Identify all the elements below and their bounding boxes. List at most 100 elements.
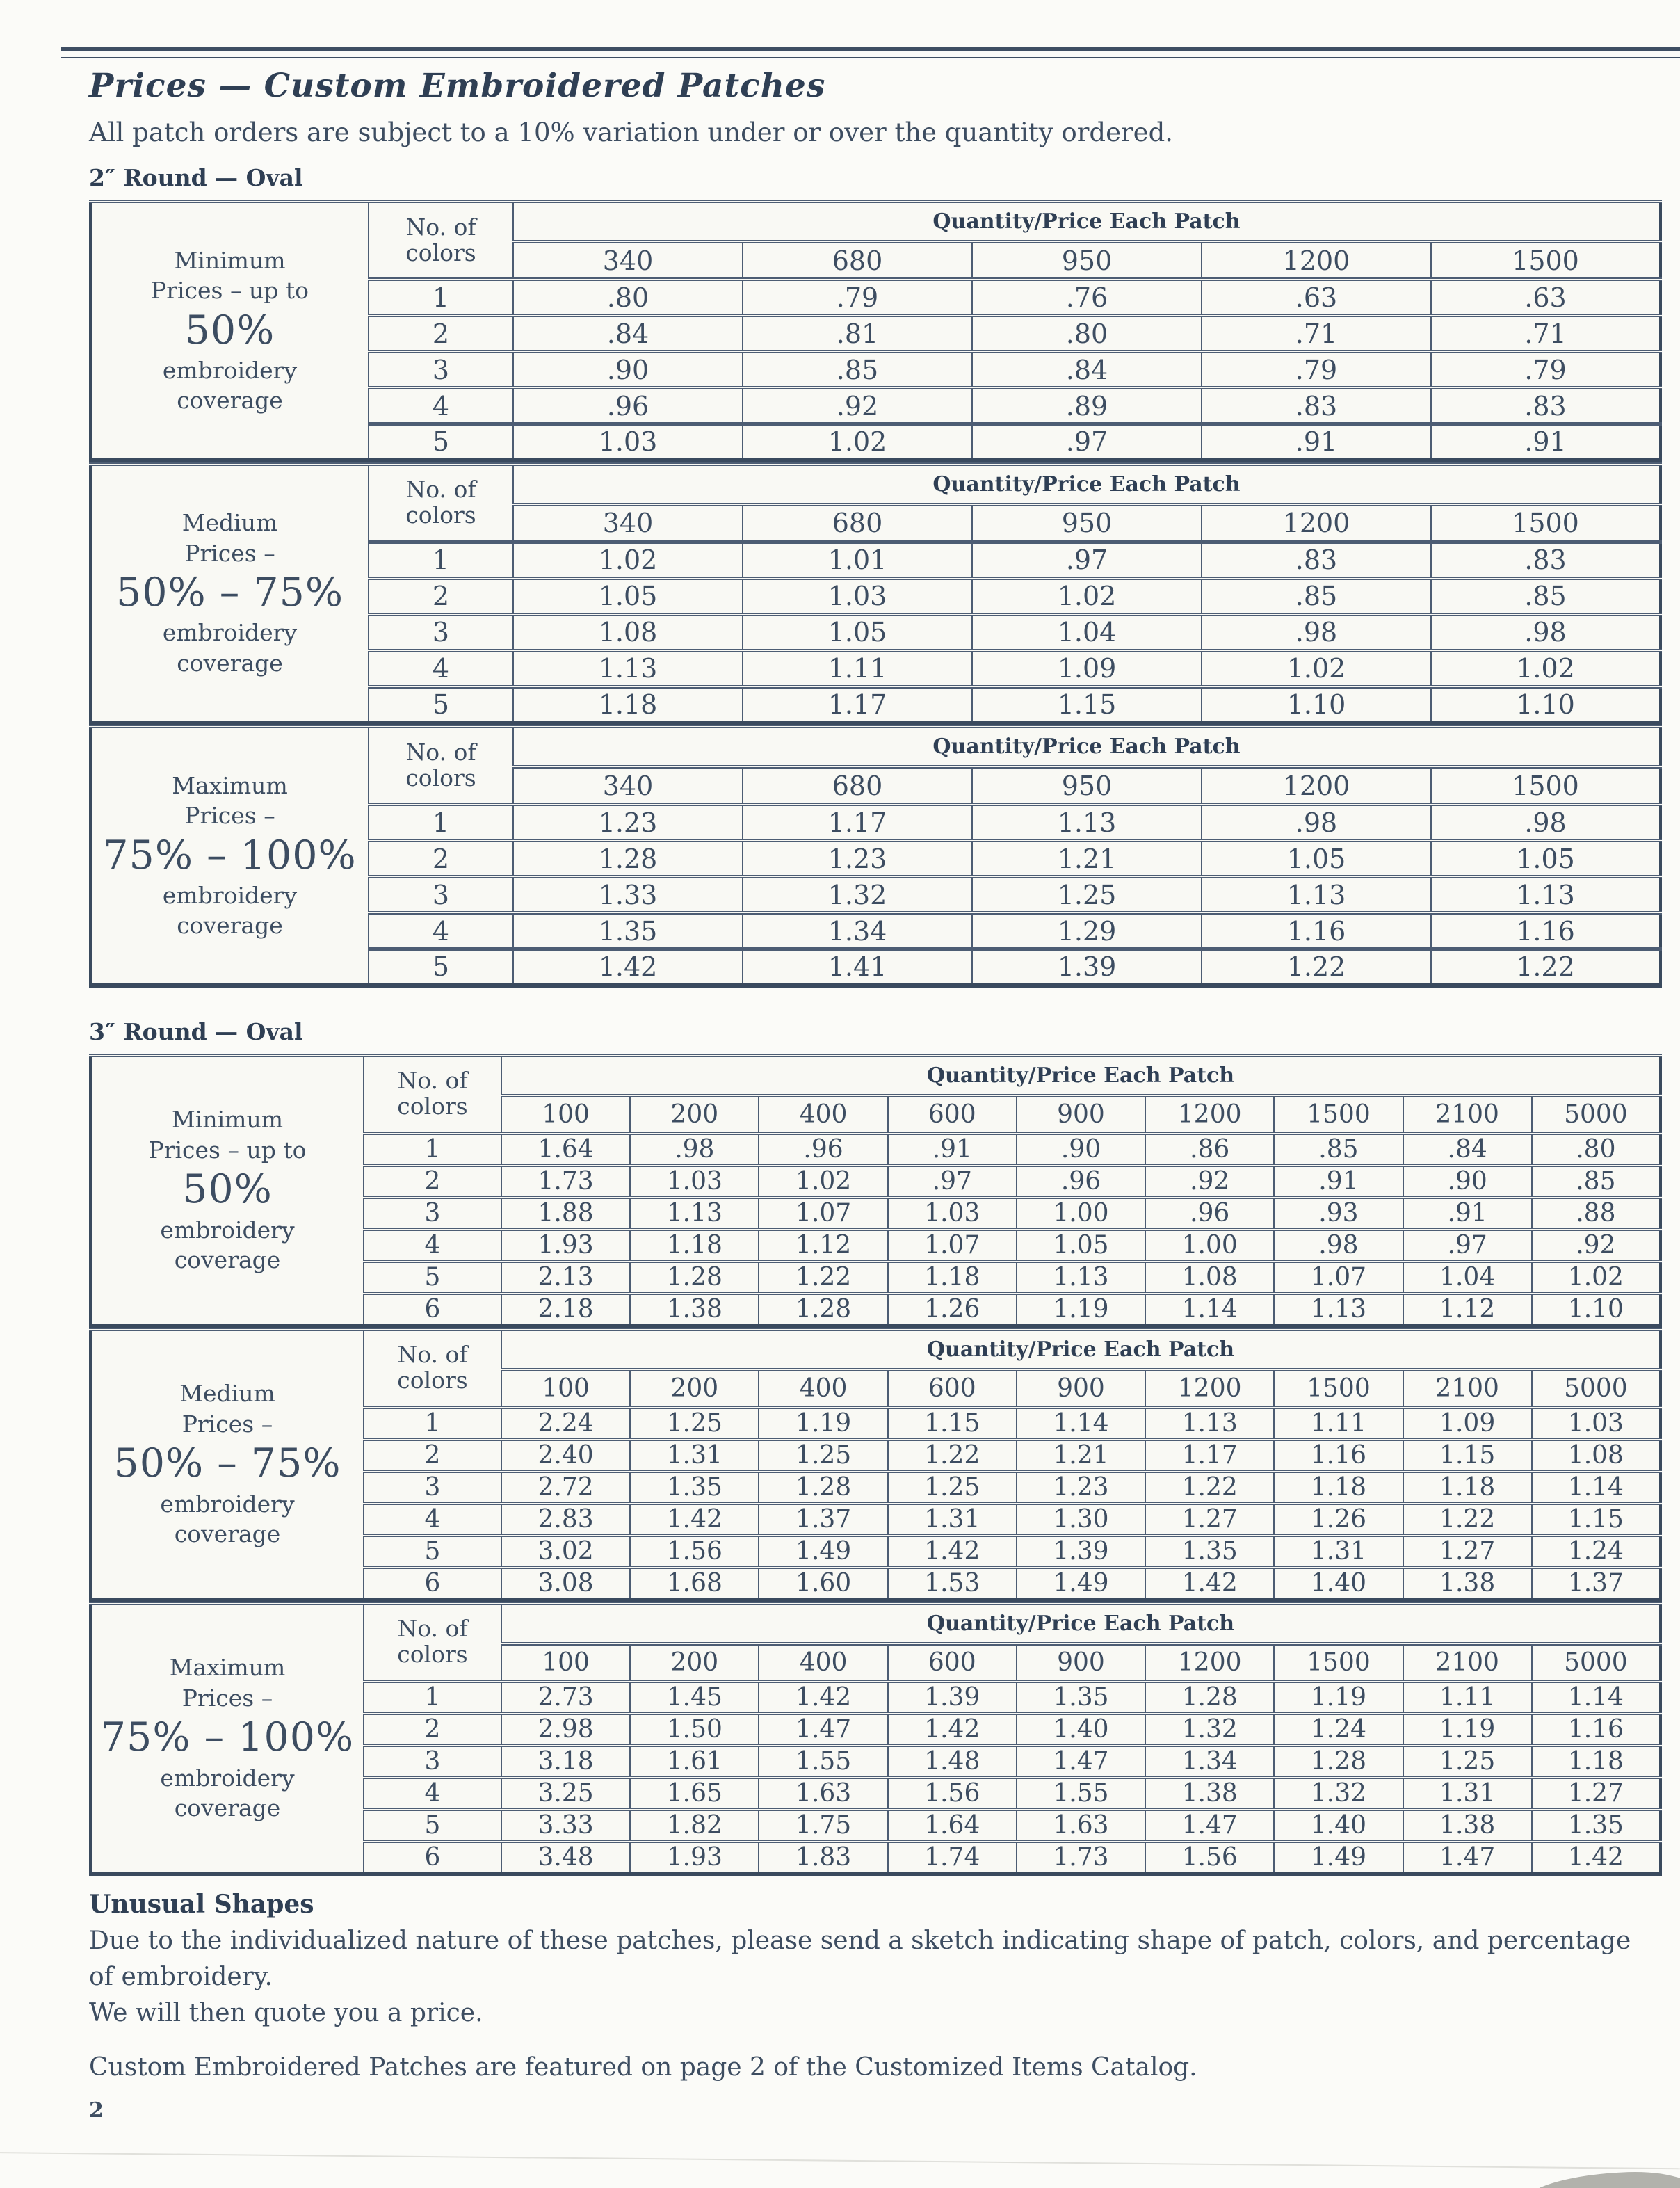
quantity-header-cell: 5000 <box>1530 1367 1662 1409</box>
quantity-header-row: 340 680 950 1200 1500 <box>90 502 1661 544</box>
price-cell: 1.07 <box>1273 1259 1404 1295</box>
coverage-label-line: coverage <box>174 1246 281 1274</box>
price-cell: 1.02 <box>742 422 973 462</box>
price-cell: 1.40 <box>1273 1565 1404 1601</box>
price-cell: 1.07 <box>758 1195 889 1231</box>
colors-count-cell: 3 <box>368 350 514 389</box>
catalog-note: Custom Embroidered Patches are featured … <box>89 2053 1197 2082</box>
price-cell: .97 <box>887 1163 1017 1199</box>
coverage-label-line: embroidery <box>160 1216 295 1244</box>
price-row: 4.96.92.89.83.83 <box>90 386 1661 426</box>
price-cell: 1.31 <box>1402 1775 1533 1811</box>
price-cell: 1.25 <box>758 1437 889 1473</box>
price-cell: 1.11 <box>1402 1679 1533 1715</box>
price-cell: 1.12 <box>758 1227 889 1263</box>
price-cell: 1.10 <box>1201 684 1432 725</box>
colors-column-header: No. of colors <box>368 725 514 806</box>
price-cell: .90 <box>1402 1163 1533 1199</box>
price-cell: .63 <box>1430 277 1661 317</box>
quantity-header-cell: 900 <box>1015 1641 1147 1683</box>
page-subtitle: All patch orders are subject to a 10% va… <box>89 118 1174 147</box>
quantity-header-cell: 600 <box>887 1367 1017 1409</box>
price-cell: 1.33 <box>512 875 743 915</box>
coverage-label: Medium Prices – 50% – 75% embroidery coverag… <box>90 462 369 725</box>
quantity-price-header: Quantity/Price Each Patch <box>501 1327 1661 1371</box>
price-cell: 1.15 <box>1530 1501 1662 1537</box>
quantity-header-cell: 1500 <box>1430 765 1661 806</box>
coverage-label-line: coverage <box>174 1520 281 1548</box>
price-cell: 1.13 <box>971 803 1202 842</box>
coverage-label-line: coverage <box>174 1794 281 1822</box>
colors-count-cell: 2 <box>363 1163 502 1199</box>
price-cell: 3.33 <box>500 1807 631 1843</box>
price-row: 1.80.79.76.63.63 <box>90 277 1661 317</box>
price-cell: 1.42 <box>512 947 743 987</box>
price-cell: .81 <box>742 314 973 353</box>
quantity-header-row: 340 680 950 1200 1500 <box>90 765 1661 806</box>
price-cell: 1.15 <box>971 684 1202 725</box>
price-cell: .97 <box>971 540 1202 580</box>
price-cell: 1.22 <box>1145 1469 1275 1505</box>
colors-count-cell: 2 <box>363 1437 502 1473</box>
price-cell: 1.30 <box>1015 1501 1147 1537</box>
quantity-header-cell: 400 <box>758 1367 889 1409</box>
colors-count-cell: 4 <box>363 1501 502 1537</box>
colors-count-cell: 5 <box>368 947 514 987</box>
price-cell: 1.02 <box>1201 648 1432 689</box>
price-cell: 1.18 <box>1273 1469 1404 1505</box>
price-row: 2 1.05 1.03 1.02.85.85 <box>90 576 1661 616</box>
price-cell: 1.05 <box>742 612 973 652</box>
price-cell: 1.15 <box>887 1405 1017 1441</box>
price-row: 1 1.02 1.01.97.83.83 <box>90 540 1661 580</box>
price-cell: 1.73 <box>500 1163 631 1199</box>
price-cell: .90 <box>512 350 743 389</box>
colors-count-cell: 6 <box>363 1565 502 1601</box>
quantity-header-cell: 200 <box>629 1367 760 1409</box>
colors-column-header: No. of colors <box>368 200 514 281</box>
price-cell: 1.42 <box>887 1533 1017 1569</box>
price-cell: 1.25 <box>629 1405 760 1441</box>
quantity-header-cell: 680 <box>742 502 973 544</box>
price-cell: 1.47 <box>758 1711 889 1747</box>
coverage-label-line: embroidery <box>160 1764 295 1792</box>
price-cell: 1.02 <box>1430 648 1661 689</box>
coverage-label-line: embroidery <box>160 1490 295 1518</box>
price-cell: 1.22 <box>1402 1501 1533 1537</box>
price-cell: 2.40 <box>500 1437 631 1473</box>
price-cell: 1.41 <box>742 947 973 987</box>
colors-count-cell: 1 <box>363 1131 502 1167</box>
quantity-header-cell: 340 <box>512 502 743 544</box>
price-cell: 1.73 <box>1015 1839 1147 1875</box>
price-cell: 1.39 <box>1015 1533 1147 1569</box>
price-cell: 1.00 <box>1015 1195 1147 1231</box>
price-row: 5 1.42 1.41 1.39 1.22 1.22 <box>90 947 1661 987</box>
price-cell: 1.18 <box>512 684 743 725</box>
price-cell: .84 <box>1402 1131 1533 1167</box>
price-cell: 1.08 <box>1530 1437 1662 1473</box>
price-cell: 1.24 <box>1273 1711 1404 1747</box>
price-row: 1 2.24 1.25 1.19 1.15 1.14 1.13 1.11 1.09 1.03 <box>90 1405 1662 1441</box>
price-cell: 1.32 <box>742 875 973 915</box>
price-row: 2 1.73 1.03 1.02.97.96.92.91.90.85 <box>90 1163 1662 1199</box>
price-cell: 1.40 <box>1015 1711 1147 1747</box>
unusual-shapes-heading: Unusual Shapes <box>89 1889 314 1919</box>
quantity-header-cell: 1200 <box>1145 1367 1275 1409</box>
price-cell: 1.22 <box>887 1437 1017 1473</box>
price-row: 4 1.13 1.11 1.09 1.02 1.02 <box>90 648 1661 689</box>
coverage-label-line: Prices – <box>181 1684 273 1712</box>
price-cell: 1.35 <box>1145 1533 1275 1569</box>
price-cell: 1.88 <box>500 1195 631 1231</box>
price-cell: 1.18 <box>1402 1469 1533 1505</box>
price-cell: 1.32 <box>1273 1775 1404 1811</box>
quantity-header-cell: 5000 <box>1530 1641 1662 1683</box>
quantity-header-cell: 100 <box>500 1367 631 1409</box>
coverage-label-line: Prices – <box>181 1410 273 1438</box>
coverage-label-line: Medium <box>179 1380 275 1408</box>
price-cell: 1.17 <box>742 803 973 842</box>
coverage-label-line: 75% – 100% <box>100 1714 355 1761</box>
price-cell: .83 <box>1201 540 1432 580</box>
price-cell: 1.16 <box>1530 1711 1662 1747</box>
price-row: 3 1.33 1.32 1.25 1.13 1.13 <box>90 875 1661 915</box>
coverage-label-line: Prices – <box>184 802 275 830</box>
price-cell: 1.19 <box>1015 1291 1147 1327</box>
